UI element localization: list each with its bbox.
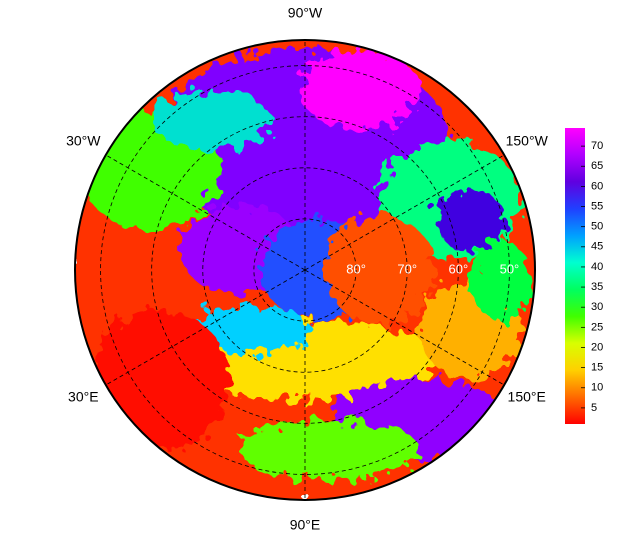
longitude-label: 150°W (506, 133, 549, 149)
latitude-label: 50° (500, 261, 520, 276)
colorbar-tick-label: 30 (591, 301, 603, 313)
longitude-line (105, 154, 306, 271)
colorbar (565, 128, 585, 424)
colorbar-tick-label: 25 (591, 321, 603, 333)
longitude-line (304, 154, 505, 271)
colorbar-tick-label: 10 (591, 382, 603, 394)
colorbar-tick-label: 45 (591, 241, 603, 253)
longitude-label: 150°E (508, 389, 546, 405)
colorbar-tick-label: 70 (591, 140, 603, 152)
longitude-label: 30°E (68, 389, 99, 405)
latitude-label: 80° (346, 261, 366, 276)
colorbar-tick-label: 65 (591, 160, 603, 172)
longitude-line (304, 269, 505, 386)
colorbar-tick-label: 35 (591, 281, 603, 293)
longitude-label: 90°W (288, 5, 323, 21)
longitude-line (105, 269, 306, 386)
colorbar-tick-label: 60 (591, 180, 603, 192)
latitude-line (202, 167, 408, 373)
latitude-label: 60° (448, 261, 468, 276)
colorbar-tick-label: 50 (591, 221, 603, 233)
colorbar-tick-label: 55 (591, 200, 603, 212)
map-boundary (74, 39, 536, 501)
latitude-line (100, 65, 510, 475)
colorbar-tick-label: 15 (591, 362, 603, 374)
longitude-label: 90°E (290, 517, 321, 533)
colorbar-tick-label: 40 (591, 261, 603, 273)
latitude-line (151, 116, 459, 424)
colorbar-tick-label: 20 (591, 341, 603, 353)
longitude-label: 30°W (66, 133, 101, 149)
graticule (100, 40, 510, 500)
latitude-label: 70° (397, 261, 417, 276)
colorbar-tick-label: 5 (591, 402, 597, 414)
